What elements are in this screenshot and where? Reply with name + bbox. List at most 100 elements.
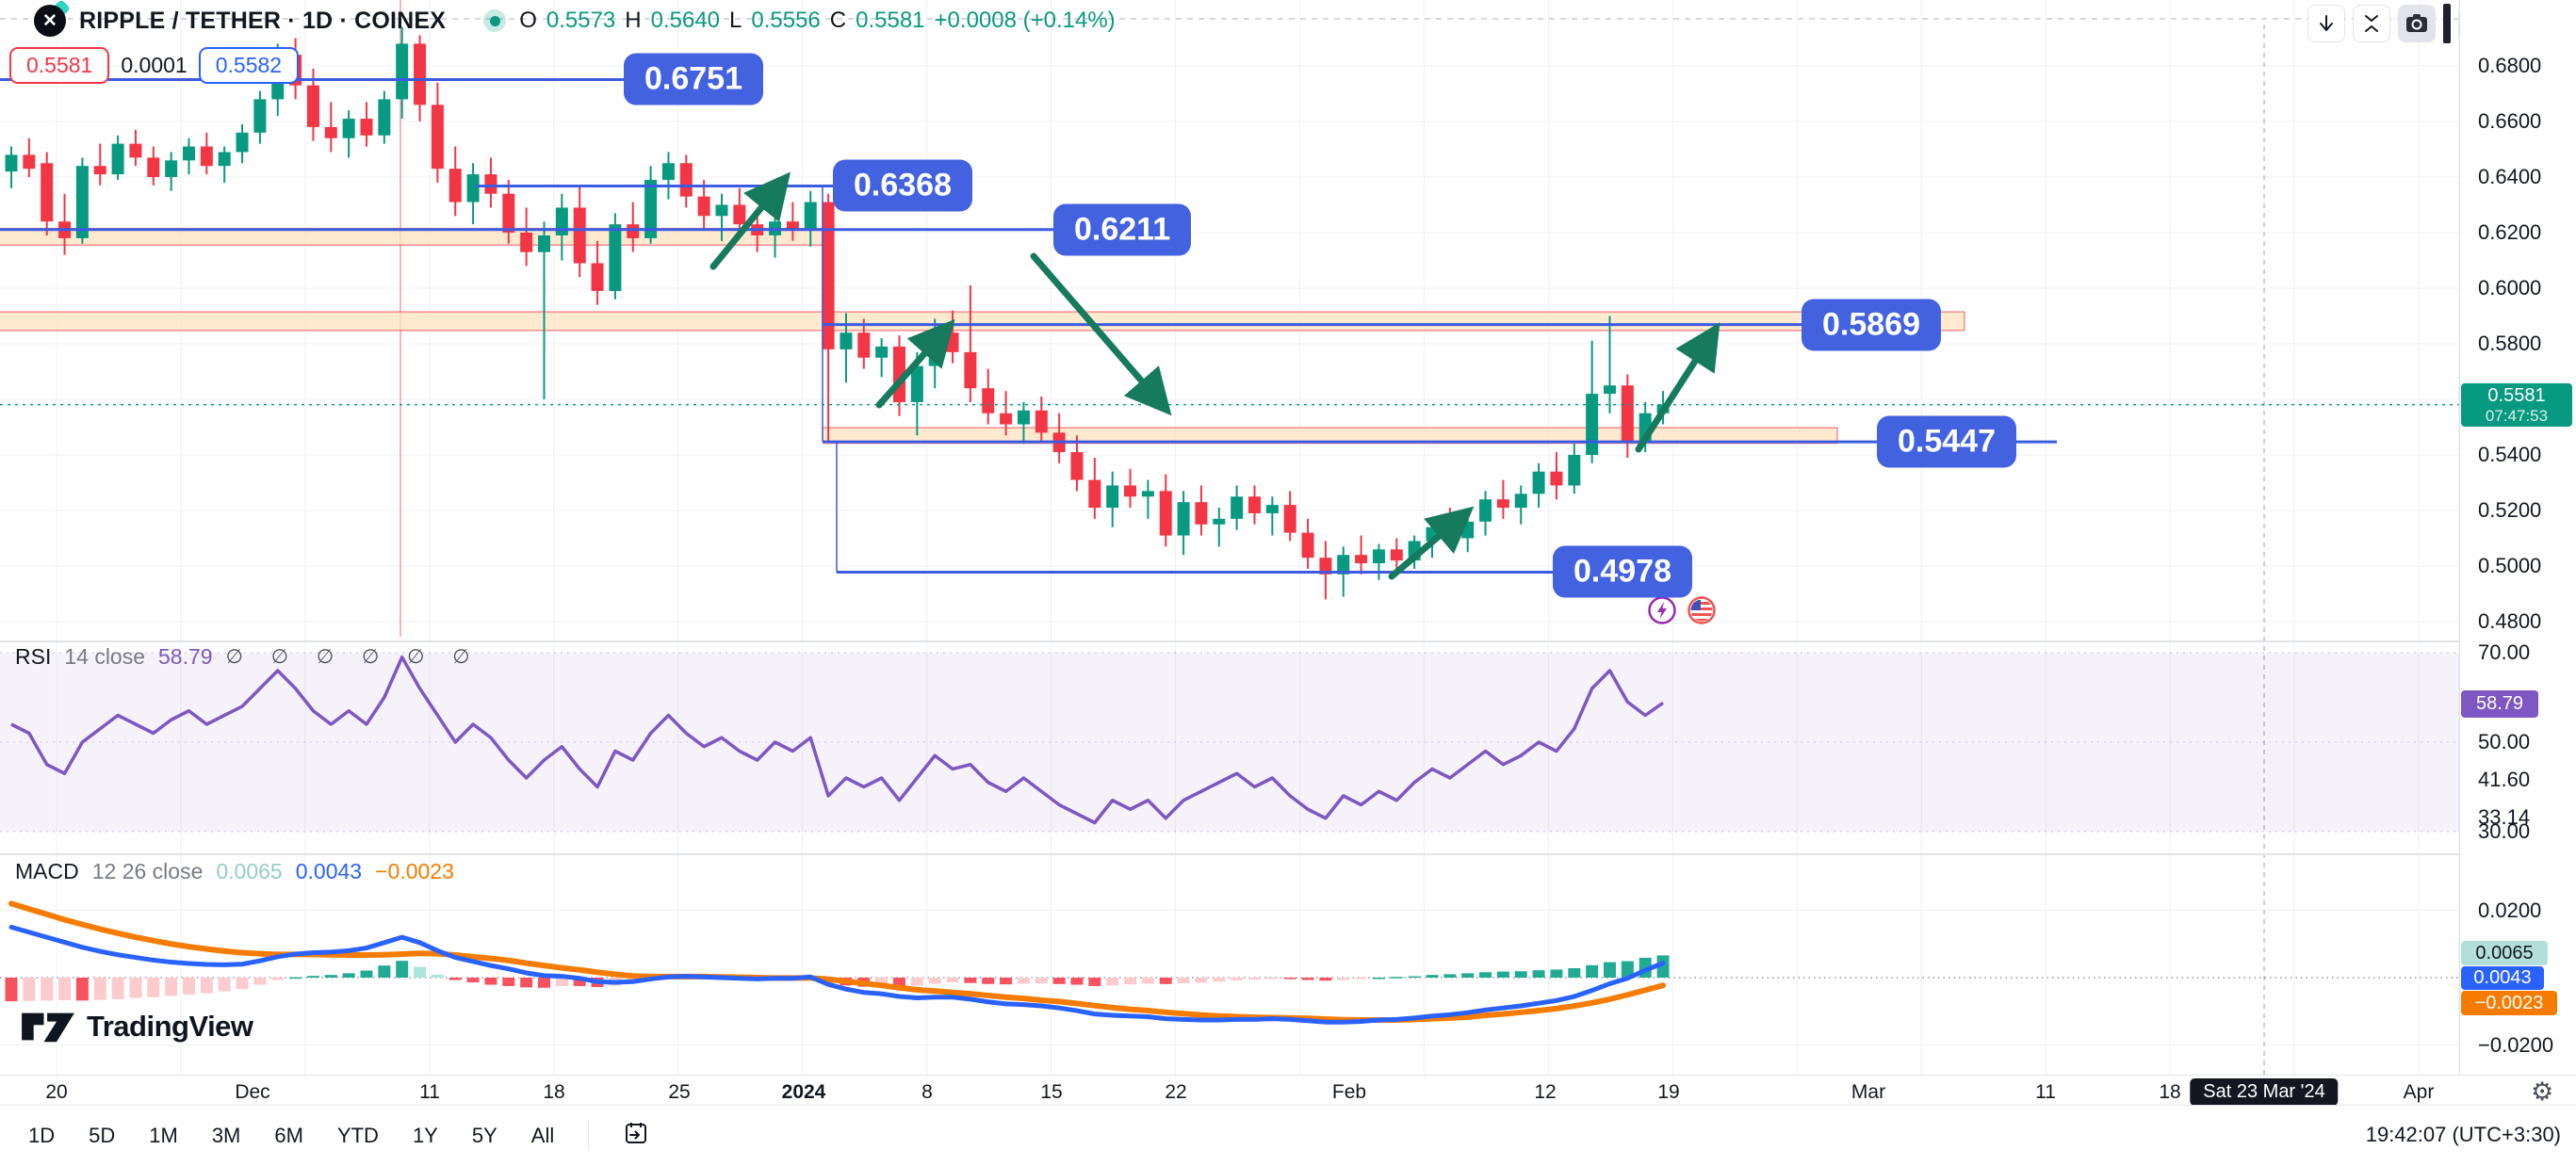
range-toolbar: 1D 5D 1M 3M 6M YTD 1Y 5Y All — [0, 1105, 2576, 1165]
price-level-label[interactable]: 0.4978 — [1553, 545, 1692, 598]
candle-body — [573, 207, 586, 264]
macd-histogram-bar — [253, 978, 267, 985]
candle-body — [129, 143, 142, 158]
range-button-3m[interactable]: 3M — [211, 1123, 241, 1147]
price-scale-tick: 0.5200 — [2478, 498, 2542, 522]
candle-body — [1177, 502, 1190, 536]
price-level-label[interactable]: 0.6368 — [833, 159, 972, 212]
range-button-6m[interactable]: 6M — [274, 1123, 303, 1147]
candle-body — [41, 163, 54, 222]
tradingview-logo[interactable]: TradingView — [21, 1010, 253, 1044]
macd-line-badge: 0.0043 — [2461, 966, 2544, 990]
candle-body — [715, 204, 728, 217]
candle-body — [1372, 549, 1385, 564]
candle-body — [1035, 410, 1048, 433]
candle-body — [840, 332, 853, 349]
price-level-label[interactable]: 0.5447 — [1877, 415, 2016, 468]
price-level-label[interactable]: 0.6211 — [1053, 203, 1192, 256]
candle-body — [1195, 502, 1208, 525]
candle-body — [1283, 505, 1296, 533]
macd-signal-value: −0.0023 — [375, 859, 454, 883]
macd-histogram-bar — [928, 978, 941, 984]
xrp-logo-icon: ✕ — [34, 0, 71, 37]
macd-histogram-bar — [1337, 978, 1350, 980]
price-level-label[interactable]: 0.5869 — [1802, 299, 1941, 351]
macd-histogram-bar — [1017, 978, 1030, 984]
collapse-pane-button[interactable] — [2352, 5, 2390, 42]
bid-price-button[interactable]: 0.5581 — [9, 47, 110, 84]
price-scale[interactable] — [2459, 0, 2576, 1075]
ask-price-button[interactable]: 0.5582 — [198, 47, 300, 84]
candle-body — [520, 233, 533, 252]
event-markers — [1647, 595, 1717, 625]
candle-body — [1213, 518, 1226, 525]
candle-body — [875, 346, 889, 358]
axis-settings-gear-icon[interactable]: ⚙ — [2531, 1077, 2554, 1106]
macd-histogram-bar — [129, 978, 142, 998]
macd-histogram-bar — [218, 978, 231, 992]
macd-histogram-bar — [946, 978, 959, 983]
time-axis-label: Mar — [1850, 1081, 1886, 1103]
macd-histogram-bar — [1070, 978, 1084, 985]
range-button-ytd[interactable]: YTD — [336, 1123, 379, 1147]
candle-body — [165, 160, 178, 177]
symbol-title[interactable]: RIPPLE / TETHER · 1D · COINEX — [79, 7, 447, 34]
time-axis-label: 8 — [921, 1081, 933, 1103]
price-scale-tick: 0.5400 — [2478, 443, 2542, 466]
macd-histogram-bar — [1177, 978, 1190, 984]
time-axis-label: 18 — [543, 1081, 565, 1103]
macd-histogram-bar — [1550, 969, 1563, 978]
macd-histogram-bar — [1265, 978, 1279, 980]
range-button-5y[interactable]: 5Y — [471, 1123, 497, 1147]
macd-histogram-bar — [396, 961, 409, 978]
candle-body — [5, 154, 18, 172]
macd-params: 12 26 close — [91, 859, 204, 883]
scroll-down-button[interactable] — [2307, 5, 2345, 42]
macd-title: MACD — [15, 859, 79, 883]
candle-body — [414, 43, 427, 105]
candle-body — [342, 119, 355, 138]
candle-body — [964, 351, 977, 389]
range-button-1m[interactable]: 1M — [149, 1123, 178, 1147]
close-value: 0.5581 — [856, 8, 925, 33]
time-axis[interactable] — [0, 1075, 2576, 1106]
candle-body — [1265, 505, 1279, 513]
price-scale-tick: 0.6000 — [2478, 276, 2542, 300]
macd-histogram-bar — [1621, 961, 1634, 978]
go-to-date-button[interactable] — [623, 1120, 649, 1152]
rsi-hidden-values: ∅ ∅ ∅ ∅ ∅ ∅ — [225, 646, 481, 668]
macd-histogram-bar — [1000, 978, 1013, 985]
macd-line — [8, 924, 1666, 1025]
candle-body — [697, 196, 710, 217]
candle-body — [804, 202, 817, 231]
price-scale-tick: 0.6800 — [2478, 54, 2542, 77]
market-status-icon[interactable] — [483, 9, 507, 32]
candle-body — [1106, 485, 1119, 509]
supply-demand-zone — [0, 312, 1965, 331]
macd-histogram-bar — [1195, 978, 1208, 983]
screenshot-button[interactable] — [2397, 5, 2436, 42]
candle-body — [253, 99, 267, 133]
panel-handle[interactable] — [2442, 4, 2451, 43]
candle-body — [1390, 549, 1403, 561]
macd-line-value: 0.0043 — [295, 859, 363, 883]
rsi-title: RSI — [15, 644, 52, 669]
range-button-5d[interactable]: 5D — [89, 1123, 116, 1147]
open-label: O — [519, 8, 537, 33]
candle-body — [218, 152, 231, 167]
change-value: +0.0008 (+0.14%) — [934, 8, 1116, 33]
us-flag-event-icon[interactable] — [1687, 595, 1717, 625]
macd-histogram-bar — [1496, 971, 1509, 978]
clock-utc[interactable]: 19:42:07 (UTC+3:30) — [2365, 1123, 2561, 1146]
price-level-label[interactable]: 0.6751 — [624, 53, 763, 105]
flash-event-icon[interactable] — [1647, 595, 1677, 625]
range-button-1d[interactable]: 1D — [28, 1123, 56, 1147]
quote-row: 0.5581 0.0001 0.5582 — [9, 47, 300, 84]
range-button-all[interactable]: All — [530, 1123, 555, 1147]
trend-arrow — [1030, 252, 1172, 416]
rsi-legend[interactable]: RSI 14 close 58.79 ∅ ∅ ∅ ∅ ∅ ∅ — [15, 644, 481, 670]
macd-legend[interactable]: MACD 12 26 close 0.0065 0.0043 −0.0023 — [15, 859, 454, 884]
range-button-1y[interactable]: 1Y — [412, 1123, 438, 1147]
